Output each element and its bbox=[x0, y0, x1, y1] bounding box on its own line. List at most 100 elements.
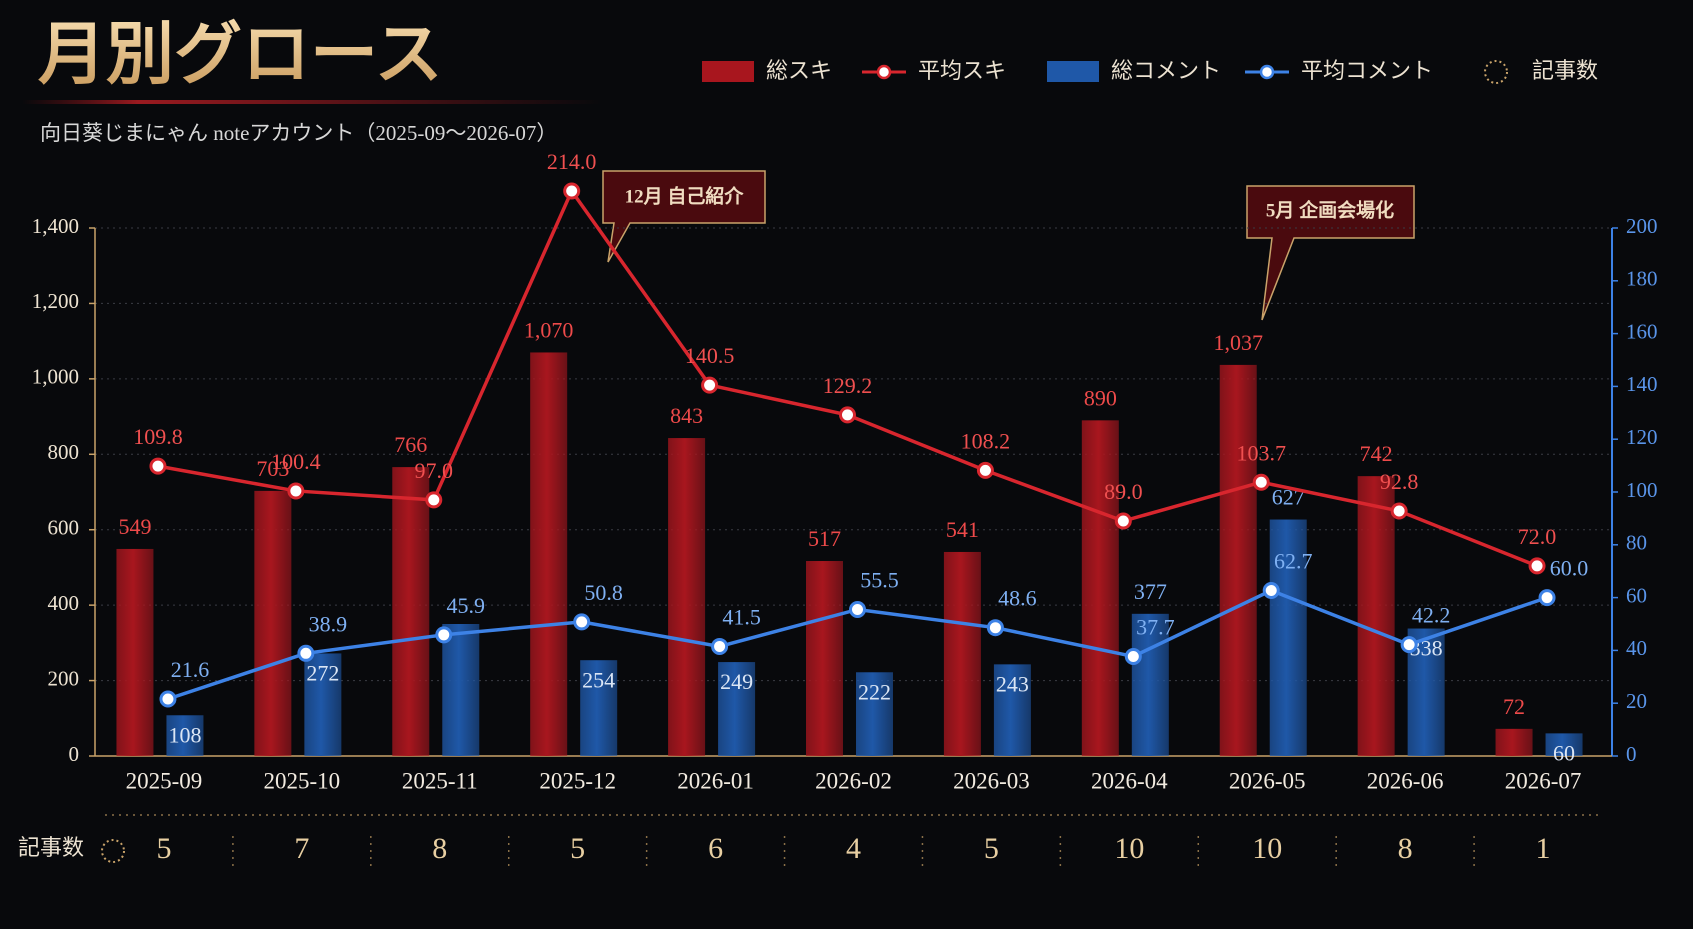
line-value-label: 92.8 bbox=[1380, 469, 1419, 494]
bar-value-label: 272 bbox=[306, 660, 339, 685]
bar bbox=[806, 561, 843, 756]
legend-swatch bbox=[876, 64, 892, 80]
line-point bbox=[1114, 512, 1132, 530]
x-tick-label: 2026-06 bbox=[1367, 768, 1444, 793]
legend-swatch bbox=[1484, 60, 1508, 84]
bar-value-label: 549 bbox=[118, 514, 151, 539]
x-tick-label: 2026-07 bbox=[1505, 768, 1582, 793]
line-value-label: 60.0 bbox=[1550, 556, 1589, 581]
bar bbox=[1131, 613, 1169, 756]
line-point bbox=[563, 182, 581, 200]
y2-tick-label: 0 bbox=[1626, 742, 1637, 766]
line-point bbox=[976, 461, 994, 479]
subtitle: 向日葵じまにゃん noteアカウント（2025-09～2026-07） bbox=[40, 121, 557, 145]
count-value: 8 bbox=[1398, 832, 1413, 865]
y-tick-label: 800 bbox=[48, 440, 80, 464]
bar bbox=[1545, 733, 1583, 756]
bar-value-label: 108 bbox=[168, 722, 201, 747]
bar-value-label: 766 bbox=[394, 432, 427, 457]
y2-tick-label: 100 bbox=[1626, 478, 1658, 502]
line-value-label: 103.7 bbox=[1236, 440, 1286, 465]
annotation: 5月 企画会場化 bbox=[1266, 198, 1394, 221]
line-point bbox=[297, 644, 315, 662]
line-point bbox=[159, 690, 177, 708]
legend-label: 平均コメント bbox=[1301, 58, 1433, 83]
callout: 12月 自己紹介 bbox=[602, 170, 766, 263]
line-value-label: 140.5 bbox=[685, 343, 735, 368]
callout-box bbox=[1246, 185, 1415, 321]
line-value-label: 48.6 bbox=[998, 586, 1037, 611]
y2-tick-label: 180 bbox=[1626, 267, 1658, 291]
title-underline bbox=[22, 100, 602, 104]
y2-tick-label: 140 bbox=[1626, 372, 1658, 396]
y2-tick-label: 20 bbox=[1626, 689, 1647, 713]
bar bbox=[304, 653, 342, 756]
bar-value-label: 843 bbox=[670, 403, 703, 428]
legend-label: 平均スキ bbox=[918, 58, 1006, 83]
line-point bbox=[1124, 647, 1142, 665]
x-tick-label: 2026-02 bbox=[815, 768, 892, 793]
legend-swatch bbox=[702, 61, 754, 82]
x-tick-label: 2026-03 bbox=[953, 768, 1030, 793]
legend-label: 総スキ bbox=[766, 58, 832, 83]
bar bbox=[993, 664, 1031, 756]
bar bbox=[530, 352, 568, 756]
line-point bbox=[1528, 557, 1546, 575]
line-value-label: 45.9 bbox=[447, 593, 486, 618]
bar bbox=[166, 715, 204, 756]
line-value-label: 129.2 bbox=[823, 373, 873, 398]
count-value: 6 bbox=[708, 832, 723, 865]
line-point bbox=[435, 626, 453, 644]
bar-value-label: 541 bbox=[946, 517, 979, 542]
line-point bbox=[287, 482, 305, 500]
bar-value-label: 1,037 bbox=[1213, 330, 1263, 355]
line-value-label: 41.5 bbox=[722, 604, 761, 629]
legend-label: 総コメント bbox=[1111, 58, 1221, 83]
chart-title: 月別グロース bbox=[38, 17, 443, 93]
y-tick-label: 1,400 bbox=[32, 214, 79, 238]
y-tick-label: 200 bbox=[48, 666, 80, 690]
bar-value-label: 72 bbox=[1503, 694, 1525, 719]
count-value: 5 bbox=[570, 832, 585, 865]
bar bbox=[116, 548, 154, 756]
bar-value-label: 249 bbox=[720, 669, 753, 694]
line-value-label: 50.8 bbox=[584, 580, 623, 605]
bar bbox=[856, 672, 893, 756]
bar bbox=[1357, 476, 1395, 756]
y2-tick-label: 40 bbox=[1626, 636, 1647, 660]
y2-tick-label: 200 bbox=[1626, 214, 1658, 238]
line-value-label: 72.0 bbox=[1518, 524, 1557, 549]
line-point bbox=[1538, 589, 1556, 607]
line-point bbox=[711, 637, 729, 655]
bar-value-label: 703 bbox=[256, 456, 289, 481]
bar bbox=[1219, 364, 1257, 756]
line-value-label: 62.7 bbox=[1274, 549, 1313, 574]
line-value-label: 21.6 bbox=[171, 657, 210, 682]
line-value-label: 38.9 bbox=[309, 611, 348, 636]
x-tick-label: 2025-12 bbox=[539, 768, 616, 793]
bar bbox=[392, 467, 430, 756]
legend-swatch bbox=[1259, 64, 1275, 80]
line-value-label: 108.2 bbox=[961, 428, 1011, 453]
count-value: 8 bbox=[432, 832, 447, 865]
line-point bbox=[573, 613, 591, 631]
y-tick-label: 1,000 bbox=[32, 365, 79, 389]
line-value-label: 97.0 bbox=[415, 458, 454, 483]
bar bbox=[1269, 519, 1307, 756]
count-value: 7 bbox=[294, 832, 309, 865]
line-value-label: 109.8 bbox=[133, 424, 183, 449]
counts-icon bbox=[101, 839, 125, 863]
bar bbox=[943, 551, 981, 756]
bar-value-label: 890 bbox=[1084, 385, 1117, 410]
bar bbox=[718, 662, 756, 756]
count-value: 5 bbox=[984, 832, 999, 865]
bar-value-label: 254 bbox=[582, 667, 615, 692]
line-point bbox=[986, 619, 1004, 637]
line-value-label: 100.4 bbox=[271, 449, 321, 474]
bar-value-label: 60 bbox=[1553, 740, 1575, 765]
count-value: 10 bbox=[1114, 832, 1144, 865]
x-tick-label: 2025-10 bbox=[264, 768, 341, 793]
callout: 5月 企画会場化 bbox=[1246, 185, 1415, 321]
bar-value-label: 1,070 bbox=[524, 318, 574, 343]
